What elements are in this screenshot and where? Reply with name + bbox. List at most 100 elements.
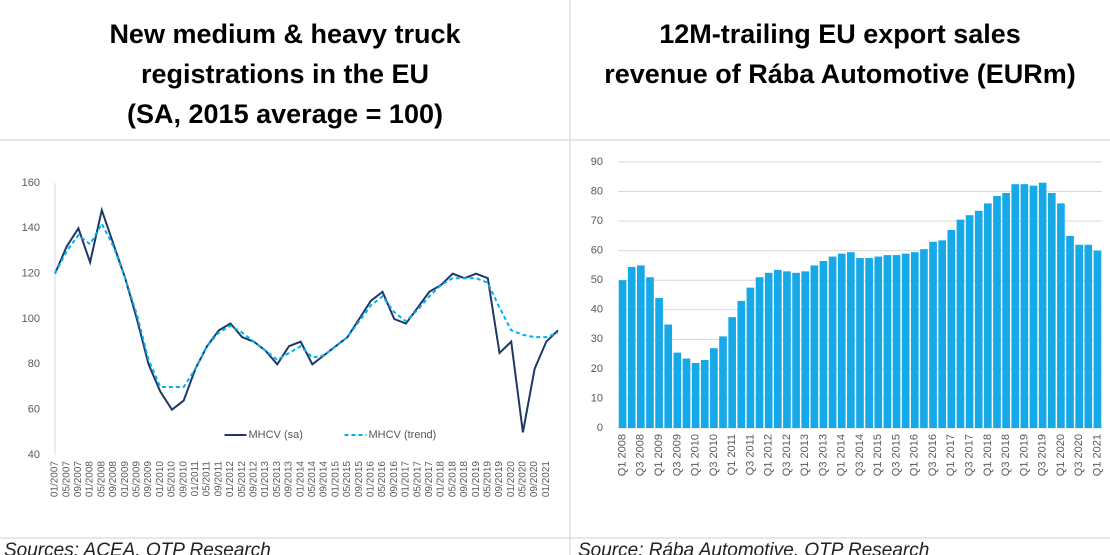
y-tick-label: 140 (22, 222, 40, 234)
bar (1029, 185, 1038, 428)
y-tick-label: 80 (591, 185, 603, 197)
x-tick-label: 05/2015 (342, 461, 353, 498)
bar (1084, 244, 1093, 428)
x-tick-label: Q1 2018 (982, 434, 994, 476)
y-tick-label: 40 (28, 449, 40, 461)
bar (755, 277, 764, 428)
x-tick-label: Q1 2020 (1055, 434, 1067, 476)
bar (1075, 244, 1084, 428)
x-tick-label: 05/2017 (412, 461, 423, 498)
x-tick-label: Q3 2014 (854, 434, 866, 476)
bar (865, 258, 873, 428)
bar (910, 252, 919, 428)
bar (892, 255, 901, 428)
bar (847, 252, 855, 428)
bar (929, 241, 937, 428)
x-tick-label: 09/2018 (459, 461, 470, 498)
y-tick-label: 30 (591, 333, 603, 345)
bar (974, 210, 983, 428)
bar (618, 280, 627, 428)
x-tick-label: Q3 2015 (890, 434, 902, 476)
x-tick-label: Q1 2010 (690, 434, 702, 476)
title-line: 12M-trailing EU export sales (659, 19, 1021, 49)
bar (1011, 184, 1020, 428)
title-line: registrations in the EU (141, 59, 429, 89)
source: Sources: ACEA, OTP Research (4, 540, 271, 555)
x-tick-label: Q1 2015 (872, 434, 884, 476)
x-tick-label: 05/2014 (307, 461, 318, 498)
bar (783, 271, 791, 428)
bar (819, 261, 828, 428)
title-line: revenue of Rába Automotive (EURm) (604, 59, 1076, 89)
x-tick-label: 09/2014 (319, 461, 330, 498)
x-tick-label: 01/2009 (120, 461, 131, 498)
x-tick-label: Q1 2011 (726, 434, 738, 475)
bar (1093, 250, 1102, 428)
x-tick-label: Q1 2014 (836, 434, 848, 476)
bar (636, 265, 645, 428)
x-tick-label: Q3 2010 (708, 434, 720, 476)
bar (938, 240, 947, 428)
bar (947, 229, 956, 428)
x-tick-label: 05/2011 (202, 461, 213, 497)
title-line: (SA, 2015 average = 100) (127, 99, 443, 129)
x-tick-label: 09/2015 (354, 461, 365, 498)
y-tick-label: 60 (591, 245, 603, 257)
bar (801, 271, 810, 428)
x-tick-label: Q1 2012 (763, 434, 775, 476)
bar (664, 324, 673, 428)
x-tick-label: 05/2009 (132, 461, 143, 498)
bar (993, 195, 1001, 428)
bar (719, 336, 727, 428)
x-tick-label: 05/2007 (61, 461, 72, 498)
y-tick-label: 80 (28, 358, 40, 370)
bar (874, 256, 883, 428)
x-tick-label: 01/2018 (436, 461, 447, 498)
y-tick-label: 20 (591, 363, 603, 375)
x-tick-label: Q3 2016 (927, 434, 939, 476)
bar (856, 258, 864, 428)
x-tick-label: Q1 2009 (653, 434, 665, 476)
bar (710, 348, 718, 428)
x-tick-label: 09/2009 (143, 461, 154, 498)
x-tick-label: Q3 2009 (671, 434, 683, 476)
bar (984, 203, 992, 428)
data-line (54, 221, 559, 388)
x-tick-label: 09/2019 (494, 461, 505, 498)
bar (828, 256, 837, 428)
bar (1038, 182, 1047, 428)
bar (1066, 235, 1074, 428)
source: Source: Rába Automotive, OTP Research (578, 540, 929, 555)
x-tick-label: 05/2018 (447, 461, 458, 498)
bar (1057, 203, 1065, 428)
bar (655, 297, 663, 428)
bar (746, 287, 755, 428)
x-tick-label: 05/2013 (272, 461, 283, 498)
x-tick-label: 05/2019 (482, 461, 493, 498)
x-tick-label: 09/2008 (108, 461, 119, 498)
x-tick-label: 01/2010 (155, 461, 166, 498)
x-tick-label: 05/2012 (237, 461, 248, 498)
bar (883, 255, 892, 428)
x-tick-label: 01/2017 (401, 461, 412, 498)
y-tick-label: 40 (591, 304, 603, 316)
y-tick-label: 60 (28, 404, 40, 416)
y-tick-label: 160 (22, 177, 40, 189)
x-tick-label: 05/2008 (96, 461, 107, 498)
x-tick-label: 01/2007 (50, 461, 61, 498)
x-tick-label: 01/2016 (365, 461, 376, 498)
x-tick-label: Q1 2013 (799, 434, 811, 476)
bar (901, 253, 910, 428)
bar (1047, 193, 1056, 428)
x-tick-label: 05/2016 (377, 461, 388, 498)
x-tick-label: 01/2013 (260, 461, 271, 498)
x-tick-label: Q3 2011 (744, 434, 756, 475)
data-line (54, 206, 559, 433)
x-tick-label: 01/2019 (471, 461, 482, 498)
x-tick-label: 01/2012 (225, 461, 236, 498)
x-tick-label: 09/2012 (249, 461, 260, 498)
bar (965, 215, 974, 428)
y-tick-label: 0 (597, 422, 603, 434)
x-tick-label: 09/2007 (73, 461, 84, 498)
